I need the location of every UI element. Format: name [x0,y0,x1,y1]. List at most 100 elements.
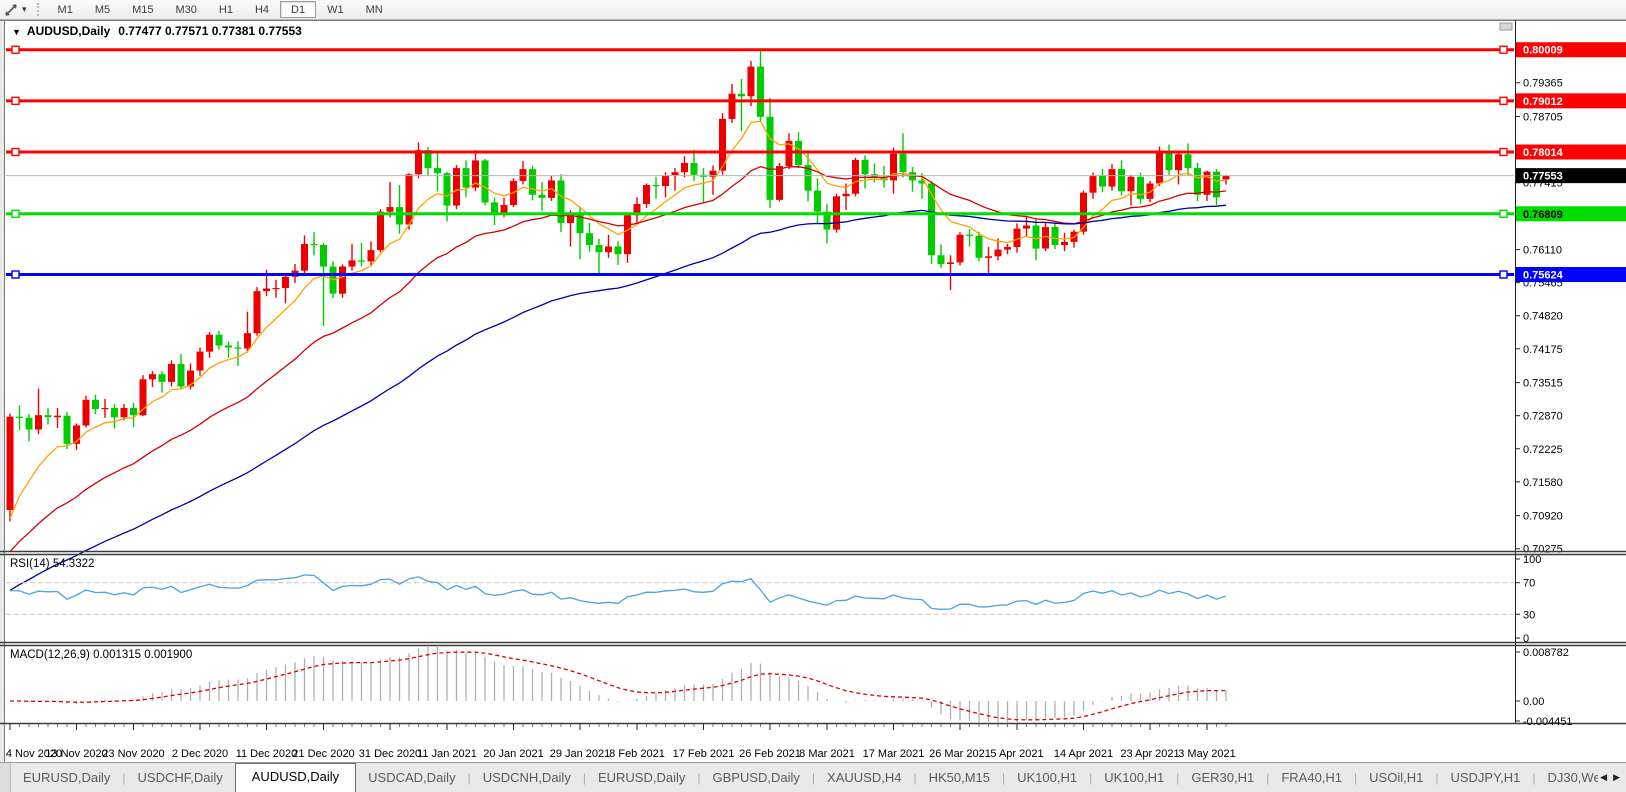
tabbar-gripper [0,763,11,792]
svg-text:8 Mar 2021: 8 Mar 2021 [799,748,855,760]
ma-mid-red[interactable] [9,166,1227,553]
svg-text:5 Apr 2021: 5 Apr 2021 [990,748,1043,760]
toolbar-grip-handle[interactable] [36,3,40,16]
chart-cursor-icon[interactable] [4,3,19,17]
timeframe-button-m30[interactable]: M30 [175,4,197,16]
tab-usdcad-daily[interactable]: USDCAD,Daily [368,770,456,785]
svg-text:70: 70 [1523,578,1535,590]
timeframe-button-h4[interactable]: H4 [254,4,270,16]
svg-text:17 Feb 2021: 17 Feb 2021 [673,748,735,760]
tab-separator: | [1435,770,1439,785]
tab-eurusd-daily[interactable]: EURUSD,Daily [23,770,111,785]
svg-text:17 Mar 2021: 17 Mar 2021 [863,748,925,760]
line-handle[interactable] [11,270,20,279]
line-handle[interactable] [1499,45,1508,54]
rsi-indicator-label: RSI(14) 54.3322 [10,558,95,570]
svg-text:0.77553: 0.77553 [1523,171,1563,183]
macd-indicator-label: MACD(12,26,9) 0.001315 0.001900 [10,649,193,661]
svg-text:100: 100 [1523,554,1541,566]
price-level-line-0.76809[interactable] [6,209,1514,218]
price-level-line-0.78014[interactable] [6,147,1514,157]
tab-separator: | [1089,770,1093,785]
tab-separator: | [122,770,126,785]
tab-usdjpy-h1[interactable]: USDJPY,H1 [1450,770,1521,785]
tab-usdcnh-daily[interactable]: USDCNH,Daily [482,770,571,785]
svg-text:0.78705: 0.78705 [1523,112,1563,124]
tab-uk100-h1[interactable]: UK100,H1 [1017,770,1078,785]
collapse-arrow-icon[interactable]: ▼ [12,27,21,37]
svg-text:26 Feb 2021: 26 Feb 2021 [739,748,801,760]
svg-text:23 Nov 2020: 23 Nov 2020 [102,748,164,760]
price-axis[interactable]: 0.793650.787050.774150.761100.754650.748… [1515,20,1626,723]
ma-fast-orange[interactable] [9,120,1227,519]
moving-averages [9,120,1227,591]
timeframe-button-m1[interactable]: M1 [57,4,73,16]
svg-text:11 Jan 2021: 11 Jan 2021 [417,748,477,760]
price-badge-0.80009: 0.80009 [1516,42,1626,58]
svg-text:0.73515: 0.73515 [1523,378,1563,390]
price-level-line-0.80009[interactable] [6,45,1514,54]
tab-usdchf-daily[interactable]: USDCHF,Daily [137,770,223,785]
timeframe-button-w1[interactable]: W1 [327,4,344,16]
price-chart[interactable]: 0.793650.787050.774150.761100.754650.748… [0,20,1626,762]
svg-text:30: 30 [1523,609,1535,621]
chart-title: ▼ AUDUSD,Daily 0.77477 0.77571 0.77381 0.7… [12,24,302,38]
line-handle[interactable] [11,147,20,157]
rsi-line [9,574,1227,610]
price-level-line-0.79012[interactable] [6,96,1514,106]
line-handle[interactable] [11,45,20,54]
svg-text:0.76110: 0.76110 [1523,245,1562,257]
timeframe-button-m15[interactable]: M15 [132,4,154,16]
svg-text:0: 0 [1523,633,1529,645]
symbol-period-label: AUDUSD,Daily [26,24,111,38]
current-price-badge: 0.77553 [1516,168,1626,184]
line-handle[interactable] [11,209,20,218]
tab-dj30-weekly[interactable]: DJ30,Weekly [1547,770,1598,785]
tab-gbpusd-daily[interactable]: GBPUSD,Daily [712,770,800,785]
svg-text:0.00: 0.00 [1523,696,1544,708]
svg-text:13 Nov 2020: 13 Nov 2020 [45,748,107,760]
ma-slow-blue[interactable] [9,204,1227,591]
line-handle[interactable] [11,96,20,106]
tab-xauusd-h4[interactable]: XAUUSD,H4 [827,770,902,785]
timeframe-button-mn[interactable]: MN [365,4,383,16]
chart-tabs: EURUSD,Daily | USDCHF,Daily AUDUSD,Daily USD… [11,763,1598,792]
tab-ger30-h1[interactable]: GER30,H1 [1191,770,1255,785]
tab-scroll-left-button[interactable]: ◀ [1600,772,1608,782]
svg-text:0.79365: 0.79365 [1523,78,1563,90]
chart-window[interactable]: 0.79365 0.78705 0.77415 0.76110 0.75465 0.748… [0,20,1626,762]
svg-text:4 Nov 2020: 4 Nov 2020 [6,748,62,760]
line-handle[interactable] [1499,209,1508,218]
svg-text:0.75624: 0.75624 [1523,270,1564,282]
timeframe-button-m5[interactable]: M5 [94,4,111,16]
svg-text:0.70920: 0.70920 [1523,511,1563,523]
line-handle[interactable] [1499,147,1508,157]
line-handle[interactable] [1499,96,1508,106]
ohlc-values: 0.77477 0.77571 0.77381 0.77553 [118,24,302,38]
tab-usoil-h1[interactable]: USOil,H1 [1369,770,1424,785]
tab-uk100-h1[interactable]: UK100,H1 [1104,770,1165,785]
tool-dropdown-caret-icon[interactable]: ▾ [22,4,27,14]
svg-text:-0.004451: -0.004451 [1523,716,1573,728]
svg-text:0.76809: 0.76809 [1523,209,1563,221]
timeframe-button-h1[interactable]: H1 [218,4,233,16]
timeframe-toolbar: M1 M5 M15 M30 H1 H4 D1 W1 MN [47,0,394,19]
timeframe-button-d1[interactable]: D1 [280,1,317,18]
tab-scroll-right-button[interactable]: ▶ [1613,772,1620,782]
svg-text:0.72870: 0.72870 [1523,411,1563,423]
price-level-line-0.75624[interactable] [6,270,1514,279]
chart-shift-marker[interactable] [1499,22,1513,31]
price-badge-0.76809: 0.76809 [1516,206,1626,222]
top-toolbar: ▾ M1 M5 M15 M30 H1 H4 D1 W1 MN [0,0,1626,20]
tab-hk50-m15[interactable]: HK50,M15 [928,770,990,785]
svg-text:29 Jan 2021: 29 Jan 2021 [550,748,611,760]
svg-text:8 Feb 2021: 8 Feb 2021 [609,748,665,760]
svg-text:31 Dec 2020: 31 Dec 2020 [359,748,421,760]
tab-separator: | [697,770,701,785]
tab-fra40-h1[interactable]: FRA40,H1 [1281,770,1343,785]
tab-eurusd-daily[interactable]: EURUSD,Daily [597,770,686,785]
line-handle[interactable] [1499,270,1508,279]
tab-audusd-daily[interactable]: AUDUSD,Daily [234,763,357,792]
